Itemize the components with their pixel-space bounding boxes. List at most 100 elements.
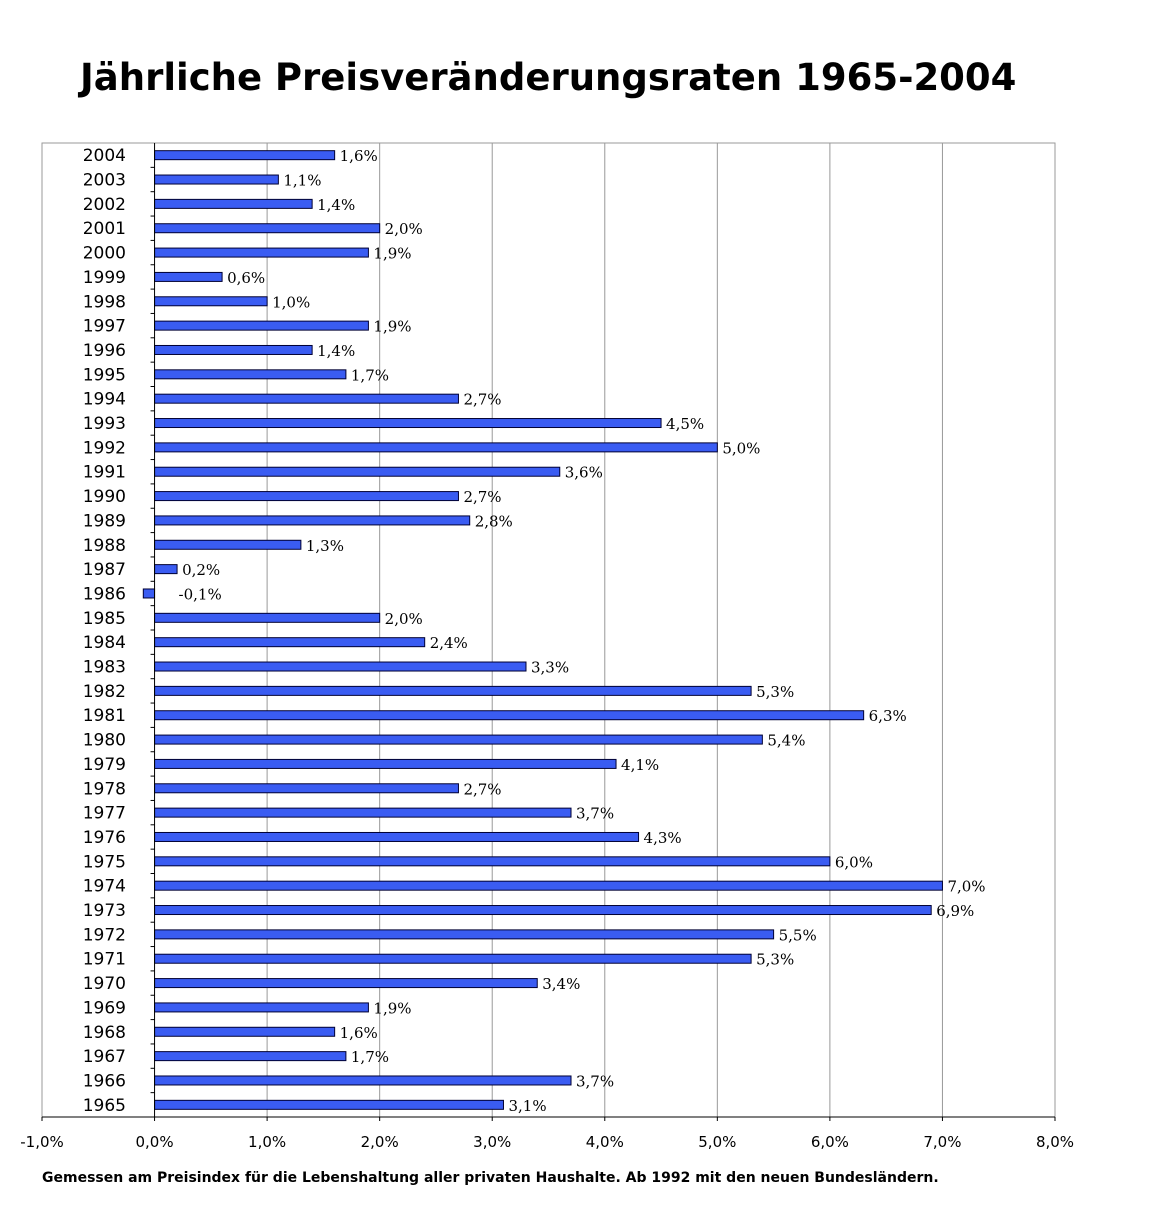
data-label: 1,0%	[272, 293, 310, 311]
category-label: 1989	[83, 511, 126, 531]
grid-lines	[266, 143, 943, 1117]
category-label: 1988	[83, 536, 126, 556]
bar	[154, 223, 381, 234]
x-tick-label: 7,0%	[923, 1133, 961, 1151]
axes: -1,0% 0,0% 1,0% 2,0% 3,0% 4,0% 5,0% 6,0% 7,0% 8,0…	[20, 143, 1074, 1151]
x-tick-label: 3,0%	[473, 1133, 511, 1151]
data-label: 2,0%	[385, 220, 423, 238]
category-label: 1996	[83, 341, 126, 361]
category-label: 1992	[83, 438, 126, 458]
x-tick-label: 4,0%	[586, 1133, 624, 1151]
data-label: 5,4%	[767, 732, 805, 750]
data-label: 1,4%	[317, 196, 355, 214]
data-label: 6,0%	[835, 853, 873, 871]
data-label: 1,6%	[340, 1024, 378, 1042]
data-label: 5,5%	[779, 926, 817, 944]
bars	[142, 150, 943, 1110]
bar	[154, 393, 459, 404]
bar	[154, 905, 932, 916]
bar	[154, 1075, 572, 1086]
category-label: 1970	[83, 974, 126, 994]
bar	[154, 344, 313, 355]
category-label: 1968	[83, 1023, 126, 1043]
bar	[154, 174, 279, 185]
bar	[142, 588, 156, 599]
data-label: 3,3%	[531, 659, 569, 677]
bar	[154, 198, 313, 209]
chart-footnote: Gemessen am Preisindex für die Lebenshal…	[42, 1170, 939, 1186]
x-tick-label: 0,0%	[136, 1133, 174, 1151]
data-label: 3,7%	[576, 805, 614, 823]
bar	[154, 1051, 347, 1062]
bar	[154, 783, 459, 794]
category-label: 1973	[83, 901, 126, 921]
data-label: 1,7%	[351, 1048, 389, 1066]
data-label: 4,5%	[666, 415, 704, 433]
category-label: 1983	[83, 658, 126, 678]
data-label: 5,3%	[756, 951, 794, 969]
x-tick-label: 8,0%	[1036, 1133, 1074, 1151]
category-label: 1998	[83, 292, 126, 312]
bar	[154, 271, 223, 282]
data-label: 3,4%	[542, 975, 580, 993]
data-label: 2,0%	[385, 610, 423, 628]
plot-area-border	[41, 142, 1056, 1118]
bar	[154, 807, 572, 818]
x-tick-label: 6,0%	[811, 1133, 849, 1151]
category-label: 1997	[83, 317, 126, 337]
data-label: 0,2%	[182, 561, 220, 579]
category-label: 1967	[83, 1047, 126, 1067]
data-label: 5,0%	[722, 439, 760, 457]
chart-title: Jährliche Preisveränderungsraten 1965-20…	[80, 56, 1017, 99]
bar	[154, 758, 617, 769]
bar	[154, 953, 752, 964]
x-tick-label: 5,0%	[698, 1133, 736, 1151]
data-label: 3,7%	[576, 1072, 614, 1090]
data-label: 1,9%	[373, 318, 411, 336]
category-label: 1966	[83, 1071, 126, 1091]
bar	[154, 150, 336, 161]
bar	[154, 685, 752, 696]
category-label: 1990	[83, 487, 126, 507]
bar	[154, 442, 718, 453]
category-label: 1975	[83, 852, 126, 872]
bar	[154, 369, 347, 380]
category-label: 1969	[83, 998, 126, 1018]
category-label: 1981	[83, 706, 126, 726]
data-label: 5,3%	[756, 683, 794, 701]
bar	[154, 978, 538, 989]
bar	[154, 856, 831, 867]
data-label: 1,7%	[351, 366, 389, 384]
x-tick-label: -1,0%	[20, 1133, 64, 1151]
bar	[154, 734, 763, 745]
category-label: 1993	[83, 414, 126, 434]
data-label: 2,7%	[463, 780, 501, 798]
bar	[154, 320, 369, 331]
bar	[154, 515, 471, 526]
bar	[154, 661, 527, 672]
data-label: 0,6%	[227, 269, 265, 287]
category-label: 1972	[83, 925, 126, 945]
data-label: 3,1%	[508, 1097, 546, 1115]
category-label: 1991	[83, 463, 126, 483]
data-label: 2,7%	[463, 488, 501, 506]
bar	[154, 247, 369, 258]
category-label: 1974	[83, 877, 126, 897]
bar	[154, 564, 178, 575]
bar	[154, 491, 459, 502]
data-label: 4,3%	[644, 829, 682, 847]
data-label: 2,8%	[475, 512, 513, 530]
category-label: 1980	[83, 731, 126, 751]
category-label: 2000	[83, 244, 126, 264]
bar	[154, 1002, 369, 1013]
bar	[154, 539, 302, 550]
data-label: 7,0%	[947, 878, 985, 896]
data-label: 4,1%	[621, 756, 659, 774]
bar	[154, 929, 775, 940]
category-label: 1999	[83, 268, 126, 288]
category-label: 1977	[83, 804, 126, 824]
data-label: 3,6%	[565, 464, 603, 482]
bar	[154, 710, 865, 721]
data-label: 1,6%	[340, 147, 378, 165]
